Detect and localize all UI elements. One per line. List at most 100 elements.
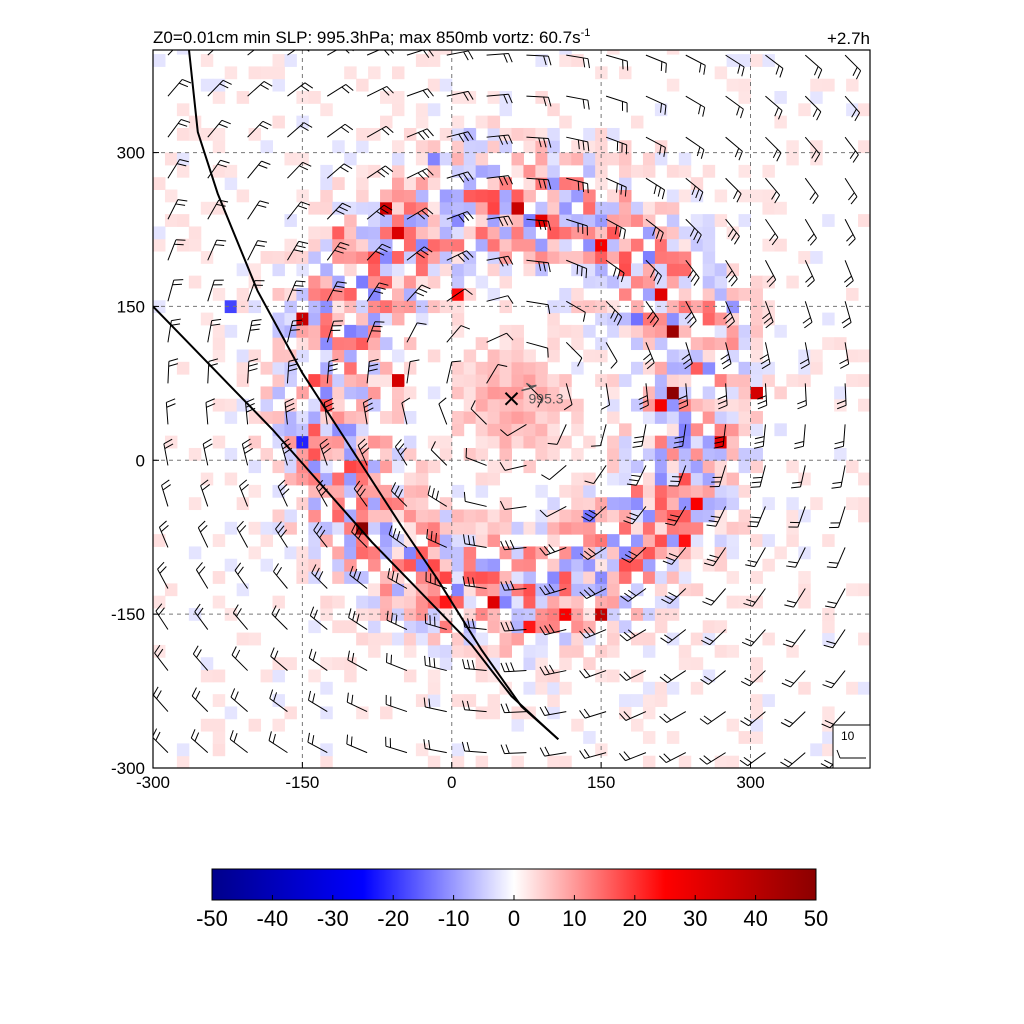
wind-barb-15	[167, 119, 191, 138]
wind-barb-273	[741, 629, 766, 647]
wind-barb-236	[659, 670, 687, 684]
wind-barb-173	[526, 300, 551, 315]
wind-barb-285	[765, 136, 782, 162]
wind-barb-2	[154, 644, 169, 671]
wind-barb-75	[309, 606, 328, 630]
wind-barb-65	[286, 280, 306, 302]
wind-barb-281	[762, 301, 774, 329]
wind-barb-241	[668, 465, 687, 487]
wind-barb-60	[277, 479, 290, 507]
wind-barb-256	[702, 588, 726, 606]
wind-barb-150	[463, 491, 487, 507]
wind-barb-159	[486, 134, 513, 145]
wind-barb-252	[699, 752, 726, 765]
wind-barb-97	[357, 438, 370, 466]
wind-barb-117	[406, 359, 420, 384]
wind-barb-234	[659, 752, 686, 764]
wind-barb-11	[167, 279, 184, 302]
wind-barb-221	[621, 547, 647, 563]
wind-barb-296	[794, 424, 806, 450]
wind-barb-24	[200, 479, 211, 507]
wind-barb-257	[704, 547, 727, 567]
wind-barb-128	[424, 655, 447, 672]
wind-barb-311	[826, 547, 846, 569]
wind-barb-116	[401, 397, 411, 425]
wind-barb-224	[632, 424, 647, 448]
wind-barb-170	[500, 423, 527, 437]
wind-barb-275	[745, 547, 766, 568]
wind-barb-156	[486, 255, 514, 267]
wind-barb-161	[486, 52, 513, 63]
wind-barb-152	[470, 400, 487, 425]
wind-barb-125	[406, 50, 434, 58]
cbar-tick-label-9: 40	[743, 906, 767, 931]
wind-barb-302	[804, 177, 819, 205]
wind-barb-120	[406, 246, 433, 261]
cbar-tick-label-1: -40	[257, 906, 289, 931]
wind-barb-299	[802, 301, 813, 329]
wind-barb-165	[500, 621, 527, 632]
wind-barb-286	[765, 95, 783, 120]
wind-barb-54	[268, 731, 288, 754]
wind-barb-300	[804, 260, 815, 288]
wind-barb-207	[600, 383, 611, 410]
wind-barb-91	[346, 692, 368, 713]
wind-barb-174	[526, 259, 551, 273]
wind-barb-323	[844, 54, 862, 80]
wind-barb-310	[825, 588, 846, 609]
x-tick-label-4: 300	[736, 773, 764, 792]
wind-barb-33	[207, 119, 231, 138]
wind-barb-164	[500, 662, 527, 673]
wind-barb-106	[366, 86, 394, 97]
wind-barb-175	[526, 218, 552, 231]
wind-barb-289	[780, 711, 806, 728]
wind-barb-254	[700, 670, 726, 685]
wind-barb-192	[566, 259, 588, 279]
wind-barb-6	[161, 479, 171, 507]
wind-barb-163	[500, 703, 527, 714]
storm-track	[521, 382, 537, 392]
wind-barb-68	[287, 161, 312, 179]
wind-barb-186	[539, 505, 567, 518]
wind-barb-198	[579, 749, 607, 759]
wind-barb-244	[681, 342, 693, 370]
wind-barb-70	[287, 82, 314, 97]
colorbar: -50 -40 -30 -20 -10 0 10 20 30 40 50	[196, 868, 828, 931]
boundary-line-0	[187, 50, 559, 741]
wind-barb-59	[275, 521, 288, 548]
wind-barb-58	[273, 563, 288, 589]
wind-barb-223	[626, 465, 647, 486]
wind-barb-195	[566, 136, 590, 152]
wind-barb-162	[500, 744, 527, 755]
wind-barb-194	[566, 177, 589, 194]
wind-barb-4	[157, 561, 169, 589]
wind-barb-140	[446, 171, 474, 183]
wind-barb-227	[645, 301, 660, 328]
wind-barb-13	[167, 199, 188, 220]
wind-barb-202	[579, 587, 607, 599]
wind-barb-176	[526, 177, 552, 190]
wind-barb-145	[461, 700, 487, 713]
wind-barb-303	[804, 136, 821, 163]
wind-barbs	[153, 50, 862, 768]
wind-barb-251	[685, 54, 706, 75]
plot-area: 995.3 10	[152, 49, 871, 769]
wind-barb-85	[326, 202, 352, 220]
storm-center: 995.3	[504, 391, 564, 407]
wind-barb-30	[207, 239, 227, 261]
wind-barb-155	[486, 295, 514, 304]
wind-barb-121	[406, 207, 434, 220]
wind-key-barb	[836, 749, 841, 759]
wind-barb-73	[307, 690, 328, 713]
wind-barb-200	[579, 668, 607, 679]
wind-barb-19	[191, 687, 209, 712]
wind-barb-90	[346, 734, 368, 754]
cbar-tick-label-5: 0	[508, 906, 520, 931]
wind-barb-216	[618, 751, 647, 762]
y-tick-label-1: -150	[111, 605, 145, 624]
wind-barb-53	[247, 50, 269, 56]
wind-barb-157	[486, 215, 514, 227]
wind-barb-260	[713, 424, 727, 449]
wind-barb-101	[366, 282, 389, 302]
